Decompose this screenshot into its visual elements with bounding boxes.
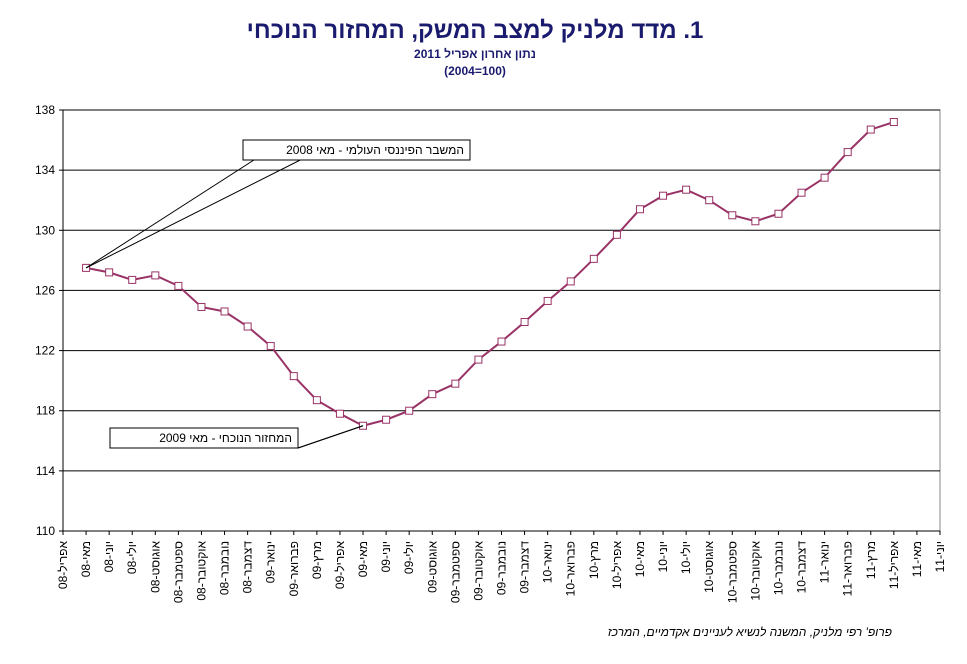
data-point (705, 196, 714, 205)
x-tick-label: מרץ-09 (310, 541, 324, 579)
data-point (751, 217, 760, 226)
y-tick-label: 134 (35, 163, 55, 177)
data-point (312, 396, 321, 405)
data-point (451, 379, 460, 388)
data-point (289, 372, 298, 381)
x-tick-label: אפריל-10 (610, 541, 624, 590)
callout-line (85, 139, 341, 269)
x-tick-label: יוני-11 (933, 541, 947, 572)
x-tick-label: יוני-08 (102, 541, 116, 572)
x-tick-label: ספטמבר-10 (725, 541, 739, 603)
data-point (589, 254, 598, 263)
chart-title: 1. מדד מלניק למצב המשק, המחזור הנוכחי (247, 17, 704, 44)
x-tick-label: מאי-08 (79, 541, 93, 577)
data-point (635, 205, 644, 214)
x-tick-label: אפריל-11 (887, 541, 901, 590)
data-point (382, 415, 391, 424)
data-point (682, 185, 691, 194)
y-tick-label: 130 (35, 223, 55, 237)
annotation: המחזור הנוכחי - מאי 2009 (159, 431, 292, 445)
data-point (197, 302, 206, 311)
x-tick-label: יולי-09 (402, 541, 416, 574)
callout-box (109, 427, 299, 449)
x-tick-label: אפריל-09 (333, 541, 347, 590)
x-tick-label: אוגוסט-09 (425, 541, 439, 593)
x-tick-label: ינואר-11 (818, 541, 832, 583)
y-tick-label: 126 (35, 283, 55, 297)
data-point (243, 322, 252, 331)
y-tick-label: 138 (35, 103, 55, 117)
x-tick-label: פברואר-09 (287, 541, 301, 596)
x-tick-label: אוקטובר-09 (471, 541, 485, 601)
data-point (612, 230, 621, 239)
base-note: (2004=100) (444, 64, 506, 78)
callout-box (242, 139, 471, 161)
data-point (105, 268, 114, 277)
data-point (843, 148, 852, 157)
x-tick-label: יוני-10 (656, 541, 670, 572)
data-point (866, 125, 875, 134)
x-tick-label: דצמבר-10 (795, 541, 809, 594)
data-point (174, 281, 183, 290)
data-point (335, 409, 344, 418)
x-tick-label: מרץ-10 (587, 541, 601, 579)
plot-area (62, 109, 941, 532)
x-tick-label: יוני-09 (379, 541, 393, 572)
x-tick-label: אוגוסט-08 (148, 541, 162, 593)
x-tick-label: נובמבר-10 (771, 541, 785, 595)
data-point (520, 318, 529, 327)
chart-subtitle: נתון אחרון אפריל 2011 (414, 47, 536, 61)
x-tick-label: אוקטובר-08 (194, 541, 208, 601)
x-tick-label: אוגוסט-10 (702, 541, 716, 593)
callout-line (85, 139, 286, 269)
data-point (566, 277, 575, 286)
annotation: המשבר הפיננסי העולמי - מאי 2008 (286, 143, 464, 157)
x-tick-label: ספטמבר-08 (171, 541, 185, 603)
callout-line (297, 425, 364, 449)
x-tick-label: אוקטובר-10 (748, 541, 762, 601)
y-tick-label: 118 (36, 404, 55, 418)
source-note: פרופ' רפי מלניק, המשנה לנשיא לעניינים אק… (608, 625, 892, 639)
data-point (659, 191, 668, 200)
x-tick-label: נובמבר-09 (495, 541, 509, 595)
data-point (543, 296, 552, 305)
x-tick-label: דצמבר-09 (518, 541, 532, 594)
data-point (405, 406, 414, 415)
data-point (797, 188, 806, 197)
data-point (728, 211, 737, 220)
data-point (774, 209, 783, 218)
data-point (266, 342, 275, 351)
x-tick-label: מאי-11 (910, 541, 924, 577)
data-point (474, 355, 483, 364)
x-tick-label: נובמבר-08 (218, 541, 232, 595)
data-point (889, 118, 898, 127)
data-point (497, 337, 506, 346)
x-tick-label: ינואר-10 (541, 541, 555, 583)
x-tick-label: מאי-09 (356, 541, 370, 577)
x-tick-label: מרץ-11 (864, 541, 878, 579)
data-point (128, 275, 137, 284)
x-tick-label: יולי-10 (679, 541, 693, 574)
y-tick-label: 110 (36, 524, 55, 538)
x-tick-label: מאי-10 (633, 541, 647, 577)
x-tick-label: פברואר-11 (841, 541, 855, 596)
x-tick-label: פברואר-10 (564, 541, 578, 596)
x-tick-label: ינואר-09 (264, 541, 278, 583)
data-point (428, 390, 437, 399)
data-point (151, 271, 160, 280)
y-tick-label: 114 (36, 464, 55, 478)
x-tick-label: אפריל-08 (56, 541, 70, 590)
x-tick-label: דצמבר-08 (241, 541, 255, 594)
x-tick-label: ספטמבר-09 (448, 541, 462, 603)
y-tick-label: 122 (35, 344, 55, 358)
data-point (820, 173, 829, 182)
data-point (220, 307, 229, 316)
x-tick-label: יולי-08 (125, 541, 139, 574)
